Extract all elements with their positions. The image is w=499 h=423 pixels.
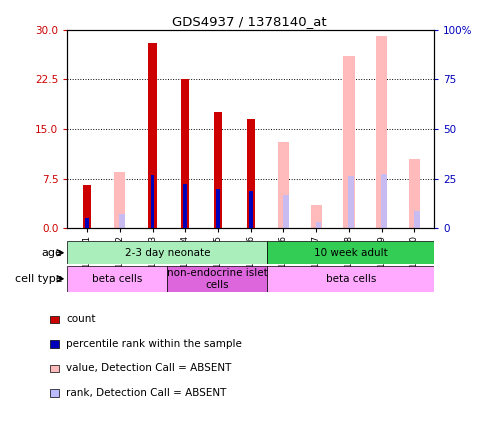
Text: percentile rank within the sample: percentile rank within the sample: [66, 339, 242, 349]
Bar: [216, 189, 220, 228]
Bar: [148, 43, 157, 228]
Bar: [267, 241, 434, 264]
Text: age: age: [41, 248, 62, 258]
Bar: [315, 222, 321, 228]
Bar: [376, 36, 387, 228]
Bar: [310, 205, 322, 228]
Bar: [183, 184, 187, 228]
Bar: [414, 211, 420, 228]
Bar: [267, 266, 434, 292]
Text: GDS4937 / 1378140_at: GDS4937 / 1378140_at: [172, 15, 327, 28]
Bar: [348, 176, 354, 228]
Bar: [83, 185, 91, 228]
Bar: [249, 191, 252, 228]
Text: beta cells: beta cells: [325, 274, 376, 284]
Text: 10 week adult: 10 week adult: [314, 248, 388, 258]
Bar: [278, 142, 289, 228]
Bar: [67, 266, 167, 292]
Text: rank, Detection Call = ABSENT: rank, Detection Call = ABSENT: [66, 388, 227, 398]
Bar: [151, 175, 155, 228]
Text: value, Detection Call = ABSENT: value, Detection Call = ABSENT: [66, 363, 232, 374]
Bar: [343, 56, 355, 228]
Text: 2-3 day neonate: 2-3 day neonate: [125, 248, 210, 258]
Bar: [283, 195, 289, 228]
Bar: [167, 266, 267, 292]
Text: non-endocrine islet
cells: non-endocrine islet cells: [167, 268, 268, 290]
Bar: [214, 113, 222, 228]
Text: cell type: cell type: [15, 274, 62, 284]
Text: beta cells: beta cells: [92, 274, 143, 284]
Bar: [247, 119, 255, 228]
Bar: [381, 174, 387, 228]
Bar: [181, 79, 189, 228]
Bar: [114, 172, 125, 228]
Bar: [85, 218, 89, 228]
Bar: [67, 241, 267, 264]
Bar: [409, 159, 420, 228]
Bar: [119, 214, 125, 228]
Text: count: count: [66, 314, 96, 324]
